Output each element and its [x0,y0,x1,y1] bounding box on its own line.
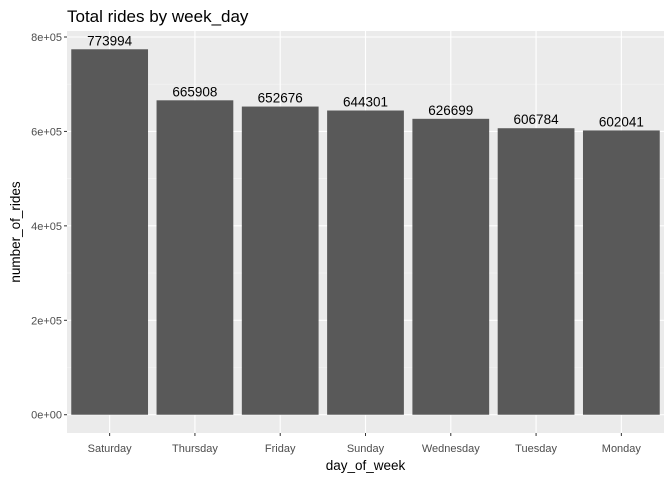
chart-title: Total rides by week_day [67,7,249,26]
x-tick-label-saturday: Saturday [88,443,133,455]
y-tick-label: 6e+05 [31,126,62,138]
bar-value-label: 773994 [87,33,133,48]
y-tick-label: 8e+05 [31,32,62,44]
bar-value-label: 606784 [514,112,560,127]
bar-value-label: 626699 [428,103,473,118]
bar-value-label: 665908 [172,84,217,99]
bar-tuesday [497,128,575,415]
bar-value-label: 644301 [343,95,388,110]
bar-monday [582,130,660,415]
bar-wednesday [412,118,490,415]
x-tick-label-sunday: Sunday [347,443,385,455]
y-tick-label: 2e+05 [31,315,62,327]
y-tick-label: 0e+00 [31,410,62,422]
bar-thursday [156,100,234,415]
y-axis-title: number_of_rides [8,181,23,283]
bar-value-labels: 773994 665908 652676 644301 626699 606784 6020… [87,33,644,129]
bar-friday [241,106,319,415]
x-axis: Saturday Thursday Friday Sunday Wednesday Tue… [88,433,642,455]
x-tick-label-wednesday: Wednesday [422,443,480,455]
bar-value-label: 652676 [258,91,303,106]
x-tick-label-tuesday: Tuesday [515,443,557,455]
x-tick-label-friday: Friday [265,443,296,455]
x-axis-title: day_of_week [326,458,406,473]
y-tick-label: 4e+05 [31,221,62,233]
x-tick-label-thursday: Thursday [172,443,218,455]
bar-sunday [327,110,404,415]
bars [71,49,660,415]
y-axis: 0e+00 2e+05 4e+05 6e+05 8e+05 [31,32,67,422]
bar-saturday [71,49,149,415]
x-tick-label-monday: Monday [602,443,642,455]
bar-value-label: 602041 [599,114,644,129]
